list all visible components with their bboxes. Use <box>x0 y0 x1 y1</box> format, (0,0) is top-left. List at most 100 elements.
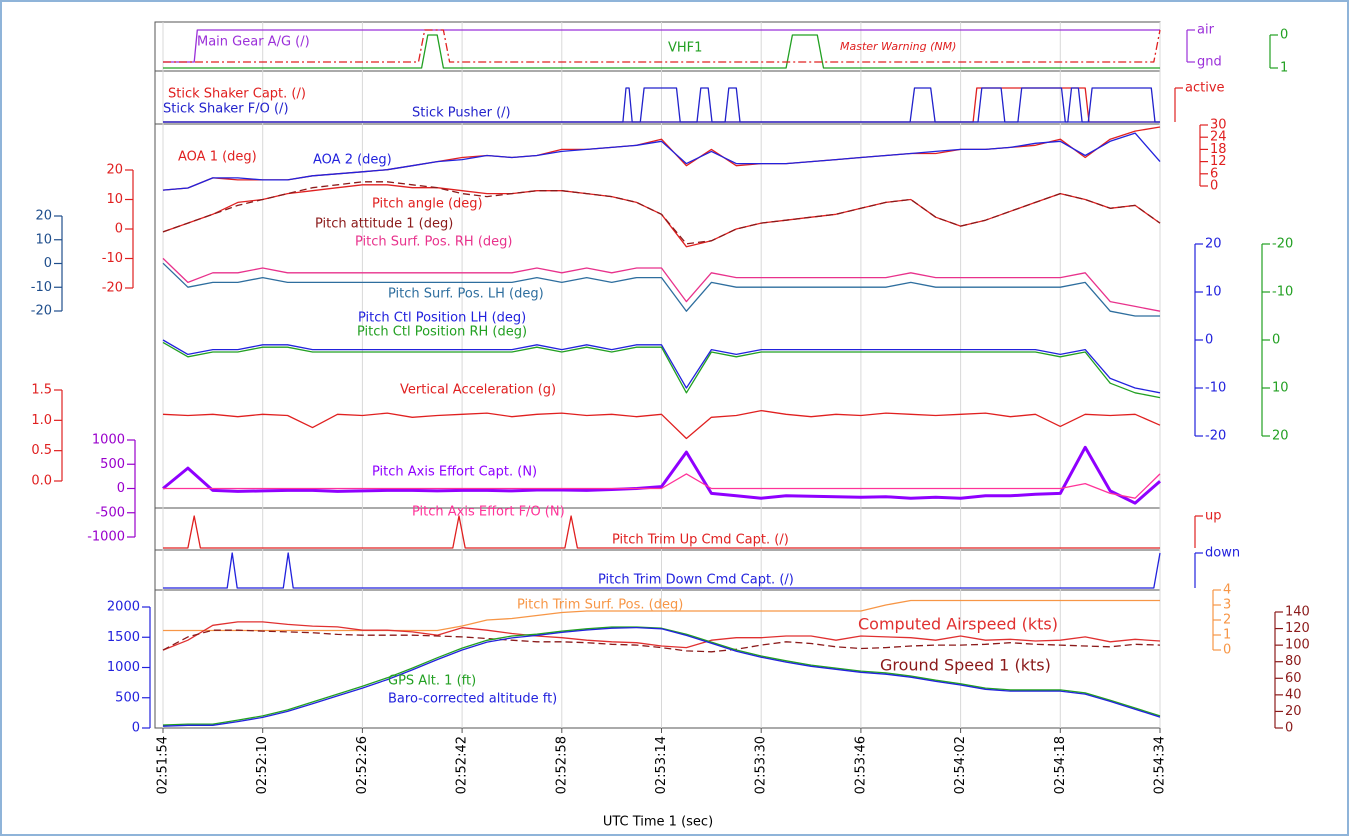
series-label: Main Gear A/G (/) <box>197 35 310 50</box>
x-tick-label: 02:53:14 <box>654 736 669 794</box>
y-tick-label: 0 <box>115 222 123 237</box>
series-label: Stick Shaker F/O (/) <box>163 102 289 117</box>
y-tick-label: -20 <box>1205 429 1226 444</box>
y-tick-label: -20 <box>31 304 52 319</box>
series-line <box>162 181 1161 245</box>
series-line <box>163 34 1160 69</box>
x-tick-label: 02:52:58 <box>554 736 569 794</box>
y-tick-label: 30 <box>1210 118 1227 133</box>
series-line <box>162 626 1161 727</box>
y-tick-label: 18 <box>1210 142 1227 157</box>
x-tick-label: 02:51:54 <box>156 736 171 794</box>
y-tick-label: 40 <box>1285 687 1302 702</box>
series-label: Pitch Ctl Position LH (deg) <box>358 311 526 326</box>
y-tick-label: 1000 <box>92 433 125 448</box>
series-line <box>162 341 1161 399</box>
series-line <box>163 599 1160 632</box>
series-line <box>163 515 1160 549</box>
y-tick-label: 0 <box>1272 333 1280 348</box>
y-tick-label: 20 <box>1272 429 1289 444</box>
y-tick-label: -1000 <box>87 530 125 545</box>
y-tick-label: 1500 <box>107 630 140 645</box>
series-label: Pitch angle (deg) <box>372 197 483 212</box>
y-tick-label: 0 <box>1280 28 1288 43</box>
y-tick-label: 12 <box>1210 154 1227 169</box>
y-tick-label: 1.0 <box>31 413 52 428</box>
y-tick-label: 1.5 <box>31 383 52 398</box>
y-tick-label: 1 <box>1223 628 1231 643</box>
series-label: Pitch Surf. Pos. RH (deg) <box>355 235 512 250</box>
series-label: Computed Airspeed (kts) <box>858 615 1058 634</box>
y-tick-label: 10 <box>1205 285 1222 300</box>
y-tick-label: 60 <box>1285 671 1302 686</box>
series-line <box>162 257 1161 312</box>
y-tick-label: -500 <box>95 505 125 520</box>
y-tick-label: 0 <box>44 256 52 271</box>
x-tick-label: 02:52:42 <box>455 736 470 794</box>
series-label: AOA 2 (deg) <box>313 153 392 168</box>
series-line <box>163 87 1160 123</box>
y-tick-label: 20 <box>35 209 52 224</box>
series-line <box>163 29 1160 63</box>
y-tick-label: 20 <box>1205 237 1222 252</box>
series-line <box>163 473 1161 499</box>
series-line <box>162 621 1161 651</box>
y-tick-label: 20 <box>1285 704 1302 719</box>
y-tick-label: air <box>1197 23 1215 38</box>
y-tick-label: 1000 <box>107 660 140 675</box>
y-tick-label: -20 <box>1272 237 1293 252</box>
y-tick-label: 10 <box>1272 381 1289 396</box>
y-tick-label: 100 <box>1285 638 1310 653</box>
y-tick-label: 10 <box>106 192 123 207</box>
x-axis-title: UTC Time 1 (sec) <box>603 815 713 830</box>
series-label: VHF1 <box>668 41 702 56</box>
y-tick-label: 3 <box>1223 598 1231 613</box>
y-tick-label: 0 <box>1210 179 1218 194</box>
series-line <box>162 262 1160 317</box>
series-line <box>162 409 1161 440</box>
y-tick-label: 0.5 <box>31 443 52 458</box>
y-tick-label: -10 <box>1205 381 1226 396</box>
y-tick-label: 0 <box>1285 721 1293 736</box>
y-tick-label: 0 <box>1223 643 1231 658</box>
y-tick-label: 6 <box>1210 166 1218 181</box>
series-label: Pitch Axis Effort F/O (N) <box>412 505 565 520</box>
y-tick-label: 0 <box>117 481 125 496</box>
series-line <box>163 29 1161 63</box>
y-tick-label: 0.0 <box>31 474 52 489</box>
y-tick-label: -10 <box>102 251 123 266</box>
y-tick-label: 10 <box>35 232 52 247</box>
x-tick-label: 02:52:10 <box>255 736 270 794</box>
x-tick-label: 02:53:30 <box>754 736 769 794</box>
x-tick-label: 02:54:02 <box>953 736 968 794</box>
y-tick-label: 80 <box>1285 654 1302 669</box>
y-tick-label: active <box>1185 81 1225 96</box>
y-tick-label: 24 <box>1210 130 1227 145</box>
series-line <box>162 132 1161 191</box>
y-tick-label: 500 <box>115 690 140 705</box>
y-tick-label: 2000 <box>107 600 140 615</box>
series-label: Ground Speed 1 (kts) <box>880 656 1051 675</box>
series-line <box>162 629 1161 653</box>
y-tick-label: 4 <box>1223 583 1231 598</box>
series-label: Pitch attitude 1 (deg) <box>315 217 453 232</box>
series-label: Pitch Trim Surf. Pos. (deg) <box>517 598 683 613</box>
x-tick-label: 02:54:34 <box>1153 736 1168 794</box>
y-tick-label: -10 <box>31 280 52 295</box>
series-label: Vertical Acceleration (g) <box>400 383 556 398</box>
series-label: Stick Pusher (/) <box>412 106 511 121</box>
series-label: Master Warning (NM) <box>840 40 956 53</box>
series-label: Pitch Ctl Position RH (deg) <box>357 325 527 340</box>
series-label: GPS Alt. 1 (ft) <box>388 674 476 689</box>
series-label: Stick Shaker Capt. (/) <box>168 87 306 102</box>
y-tick-label: 2 <box>1223 613 1231 628</box>
x-tick-label: 02:52:26 <box>355 736 370 794</box>
series-label: Pitch Trim Down Cmd Capt. (/) <box>598 573 794 588</box>
y-tick-label: 20 <box>106 163 123 178</box>
y-tick-label: up <box>1205 509 1222 524</box>
x-tick-label: 02:53:46 <box>853 736 868 794</box>
series-label: Baro-corrected altitude ft) <box>388 692 557 707</box>
series-line <box>162 445 1161 505</box>
